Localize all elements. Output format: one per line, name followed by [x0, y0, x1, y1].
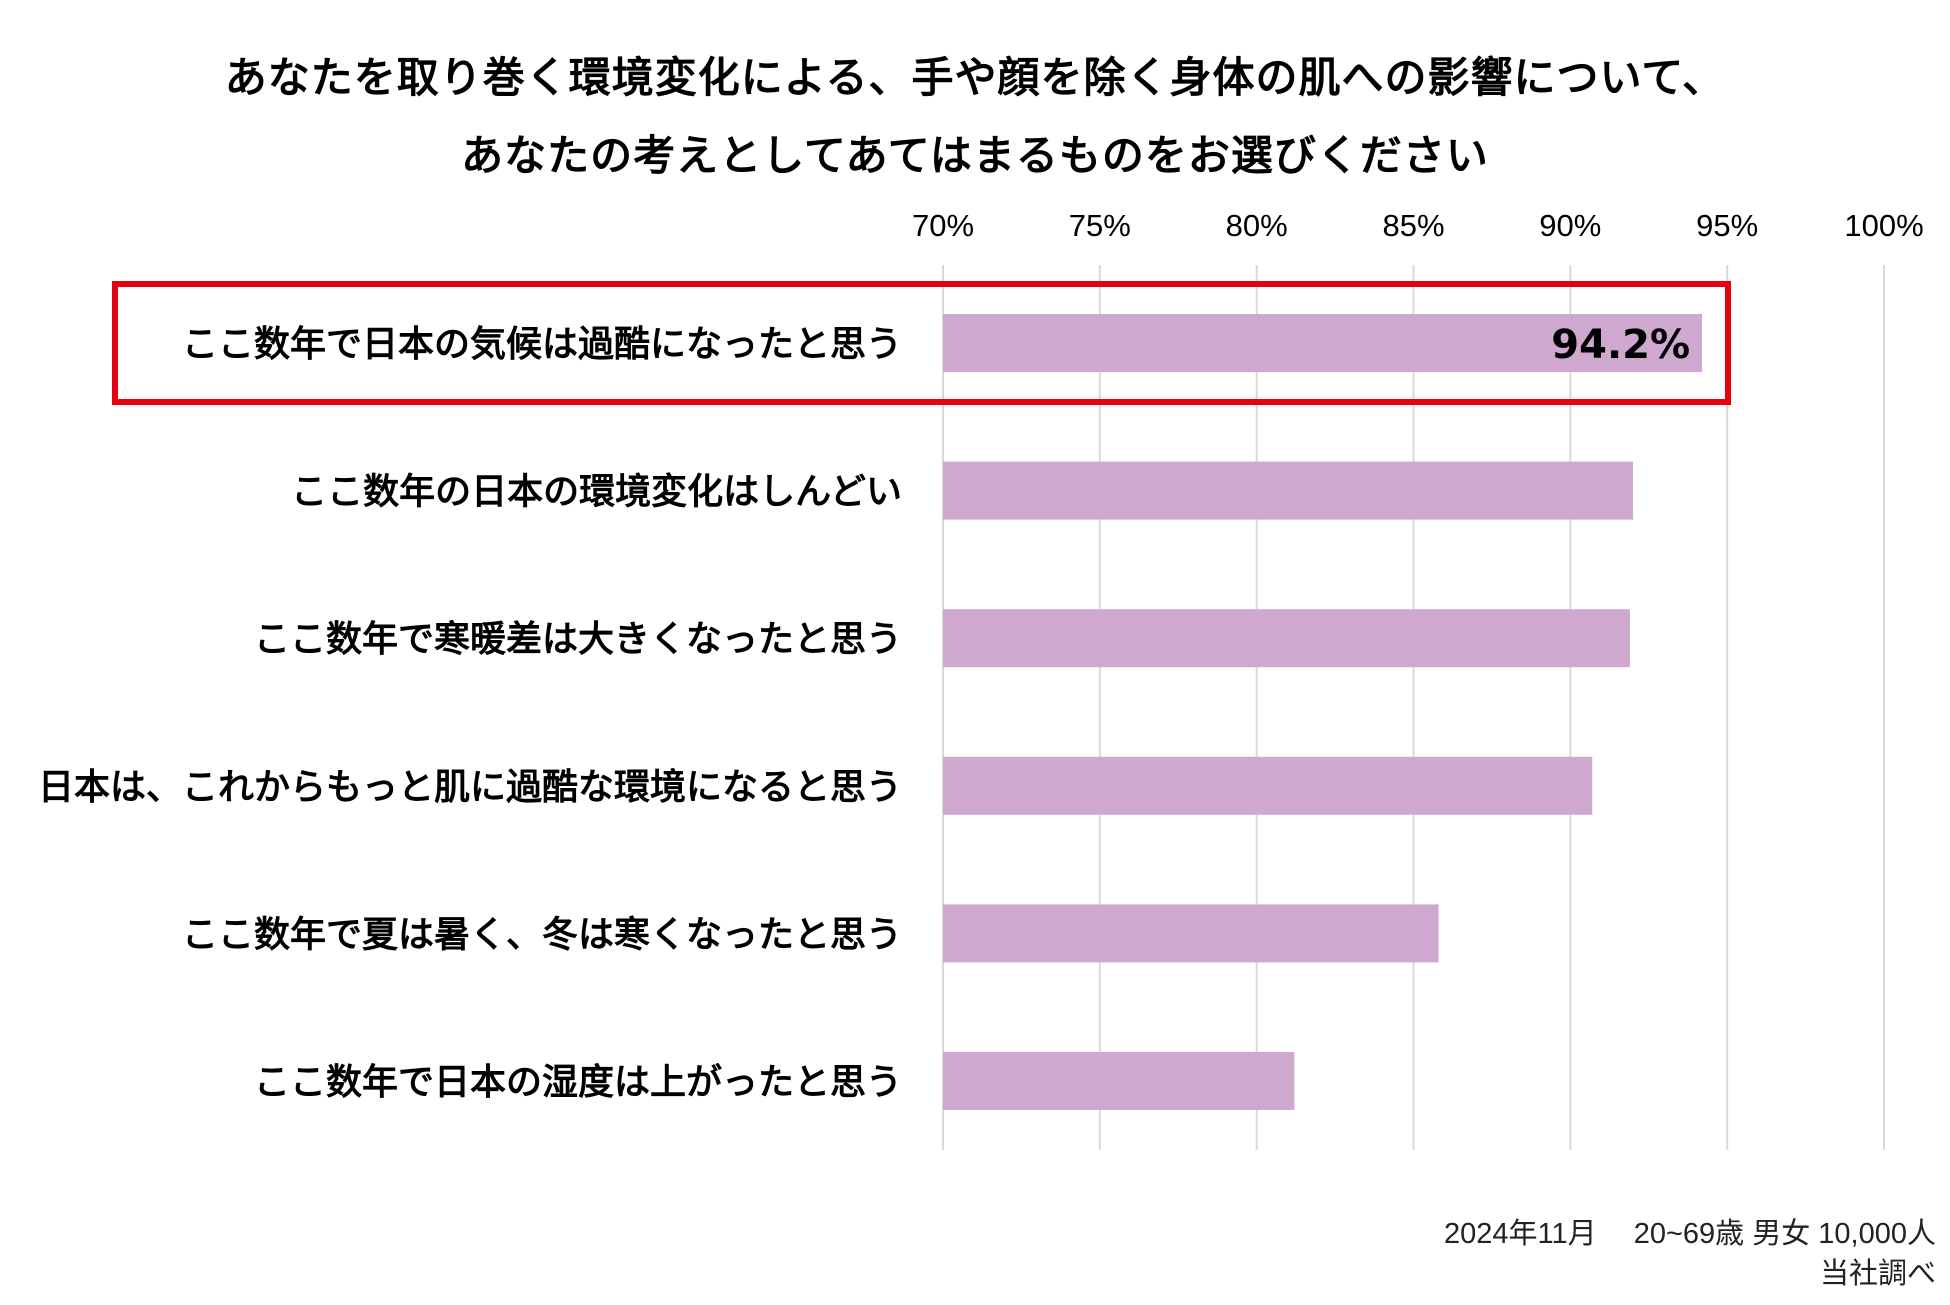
bar	[943, 314, 1703, 372]
bar	[943, 1052, 1295, 1110]
chart-title-line-2: あなたの考えとしてあてはまるものをお選びください	[461, 131, 1489, 180]
highlight-box	[112, 281, 1731, 405]
bar	[943, 756, 1593, 815]
highlight-frame	[112, 281, 1731, 405]
x-tick-label: 95%	[1696, 208, 1758, 243]
data-label: 94.2%	[1551, 322, 1690, 368]
x-axis-ticks: 70% 75% 80% 85% 90% 95% 100%	[912, 208, 1924, 243]
category-label: ここ数年で日本の気候は過酷になったと思う	[182, 324, 902, 365]
chart-title-line-1: あなたを取り巻く環境変化による、手や顔を除く身体の肌への影響について、	[224, 53, 1726, 102]
x-tick-label: 85%	[1382, 208, 1444, 243]
bar	[943, 461, 1634, 520]
x-tick-label: 70%	[912, 208, 974, 243]
category-label: ここ数年で夏は暑く、冬は寒くなったと思う	[182, 914, 902, 955]
bars	[943, 314, 1703, 1110]
source-note: 当社調べ	[1819, 1258, 1936, 1290]
survey-info: 2024年11月 20~69歳 男女 10,000人	[1444, 1218, 1936, 1250]
category-label: ここ数年の日本の環境変化はしんどい	[291, 471, 902, 513]
x-tick-label: 100%	[1844, 208, 1923, 243]
x-tick-label: 75%	[1069, 208, 1131, 243]
category-label: ここ数年で寒暖差は大きくなったと思う	[254, 619, 902, 660]
x-tick-label: 90%	[1539, 208, 1601, 243]
gridlines	[942, 265, 1885, 1150]
category-label: 日本は、これからもっと肌に過酷な環境になると思う	[38, 767, 902, 808]
bar	[943, 609, 1630, 668]
x-tick-label: 80%	[1226, 208, 1288, 243]
category-label: ここ数年で日本の湿度は上がったと思う	[254, 1062, 902, 1103]
bar	[943, 904, 1439, 963]
category-labels: ここ数年で日本の気候は過酷になったと思うここ数年の日本の環境変化はしんどいここ数…	[38, 322, 1690, 1103]
